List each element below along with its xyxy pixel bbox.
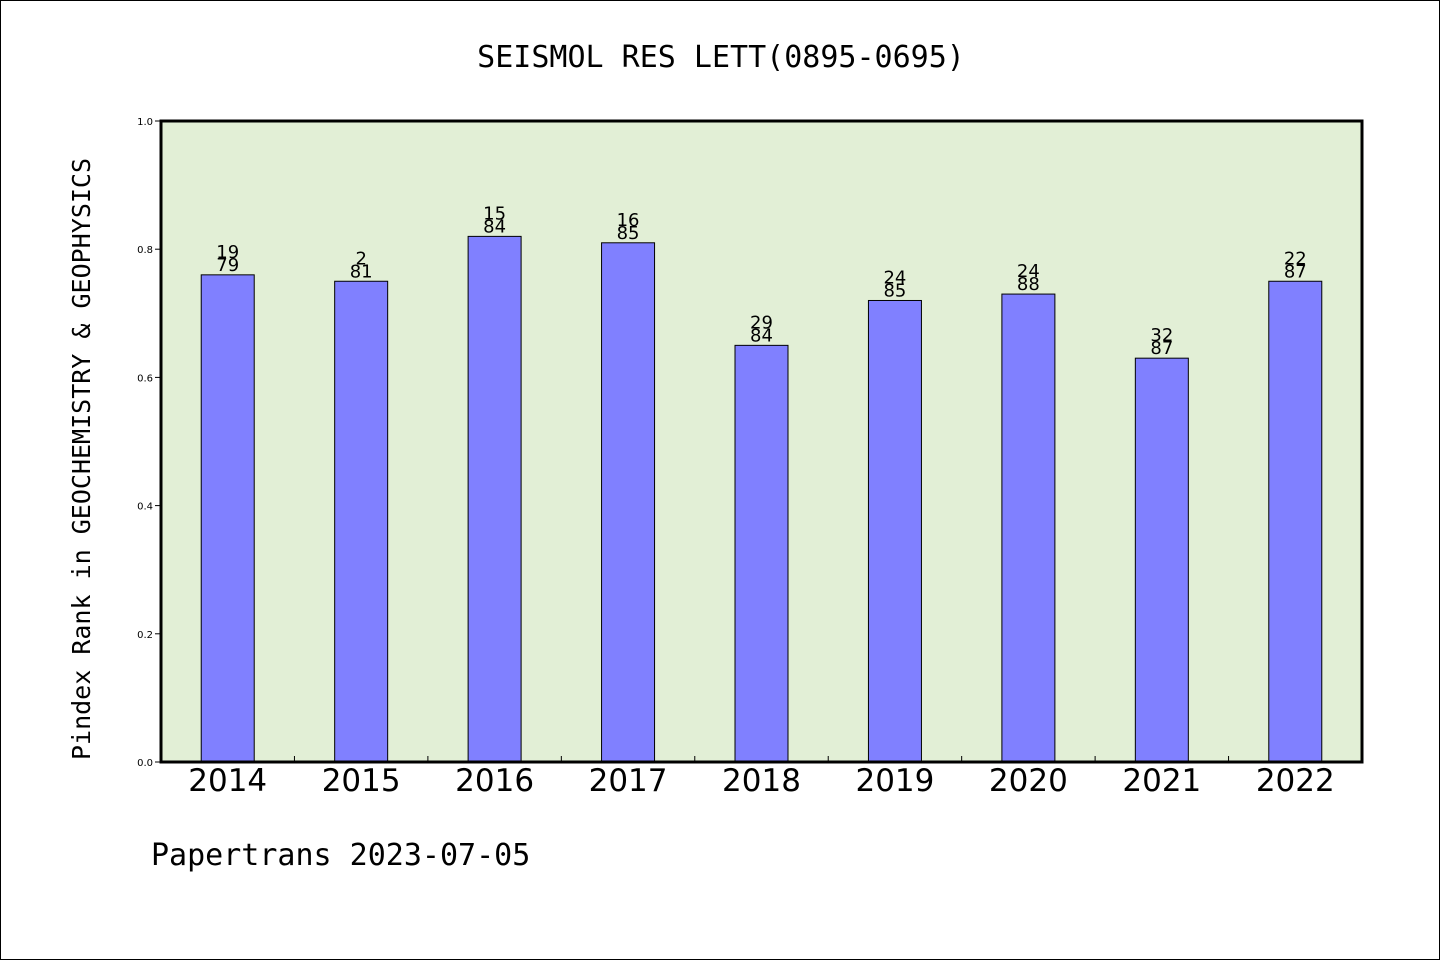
footer-credit: Papertrans 2023-07-05: [151, 838, 530, 873]
bar-label-top: 24: [1017, 261, 1040, 282]
y-tick-label: 0.0: [137, 758, 153, 769]
x-tick-label-2017: 2017: [589, 763, 668, 799]
bar-label-bottom: 88: [1017, 274, 1040, 295]
x-tick-label-2020: 2020: [989, 763, 1068, 799]
y-tick-label: 0.8: [137, 245, 153, 256]
x-tick-label-2014: 2014: [188, 763, 267, 799]
bar-label-top: 24: [883, 267, 906, 288]
bar-label-top: 16: [617, 210, 640, 231]
chart-title: SEISMOL RES LETT(0895-0695): [477, 40, 965, 75]
bar-label-top: 2: [355, 248, 366, 269]
y-axis-label: Pindex Rank in GEOCHEMISTRY & GEOPHYSICS: [67, 158, 96, 760]
bar-label-bottom: 79: [216, 255, 239, 276]
bar-2021: [1134, 357, 1189, 763]
x-tick-label-2018: 2018: [722, 763, 801, 799]
plot-border: [159, 119, 1364, 764]
bar-2014: [200, 274, 255, 763]
x-tick-label-2015: 2015: [322, 763, 401, 799]
bar-2017: [601, 242, 656, 763]
bar-label-bottom: 81: [350, 261, 373, 282]
y-tick-label: 1.0: [137, 117, 153, 128]
bar-label-bottom: 87: [1150, 338, 1173, 359]
bar-label-top: 29: [750, 312, 773, 333]
bar-label-top: 32: [1150, 325, 1173, 346]
bars: [200, 235, 1323, 763]
y-tick-label: 0.2: [137, 630, 153, 641]
bar-label-bottom: 84: [483, 216, 506, 237]
bar-label-top: 19: [216, 242, 239, 263]
bar-2015: [334, 280, 389, 763]
x-tick-label-2019: 2019: [855, 763, 934, 799]
bar-label-bottom: 85: [617, 223, 640, 244]
y-tick-label: 0.6: [137, 373, 153, 384]
y-tick-label: 0.4: [137, 502, 153, 513]
y-axis-ticks: 0.0 0.2 0.4 0.6 0.8 1.0: [137, 117, 161, 769]
x-tick-label-2016: 2016: [455, 763, 534, 799]
bar-2018: [734, 344, 789, 763]
bar-2016: [467, 235, 522, 763]
bar-label-bottom: 87: [1284, 261, 1307, 282]
bar-label-bottom: 84: [750, 325, 773, 346]
bar-2019: [867, 299, 922, 763]
bar-label-bottom: 85: [883, 280, 906, 301]
x-tick-label-2022: 2022: [1256, 763, 1335, 799]
x-tick-label-2021: 2021: [1122, 763, 1201, 799]
bar-label-top: 15: [483, 203, 506, 224]
bar-2020: [1001, 293, 1056, 763]
x-axis-ticks: 2014 2015 2016 2017 2018 2019 2020 2021 2022: [188, 756, 1335, 799]
bar-2022: [1268, 280, 1323, 763]
bar-label-top: 22: [1284, 248, 1307, 269]
